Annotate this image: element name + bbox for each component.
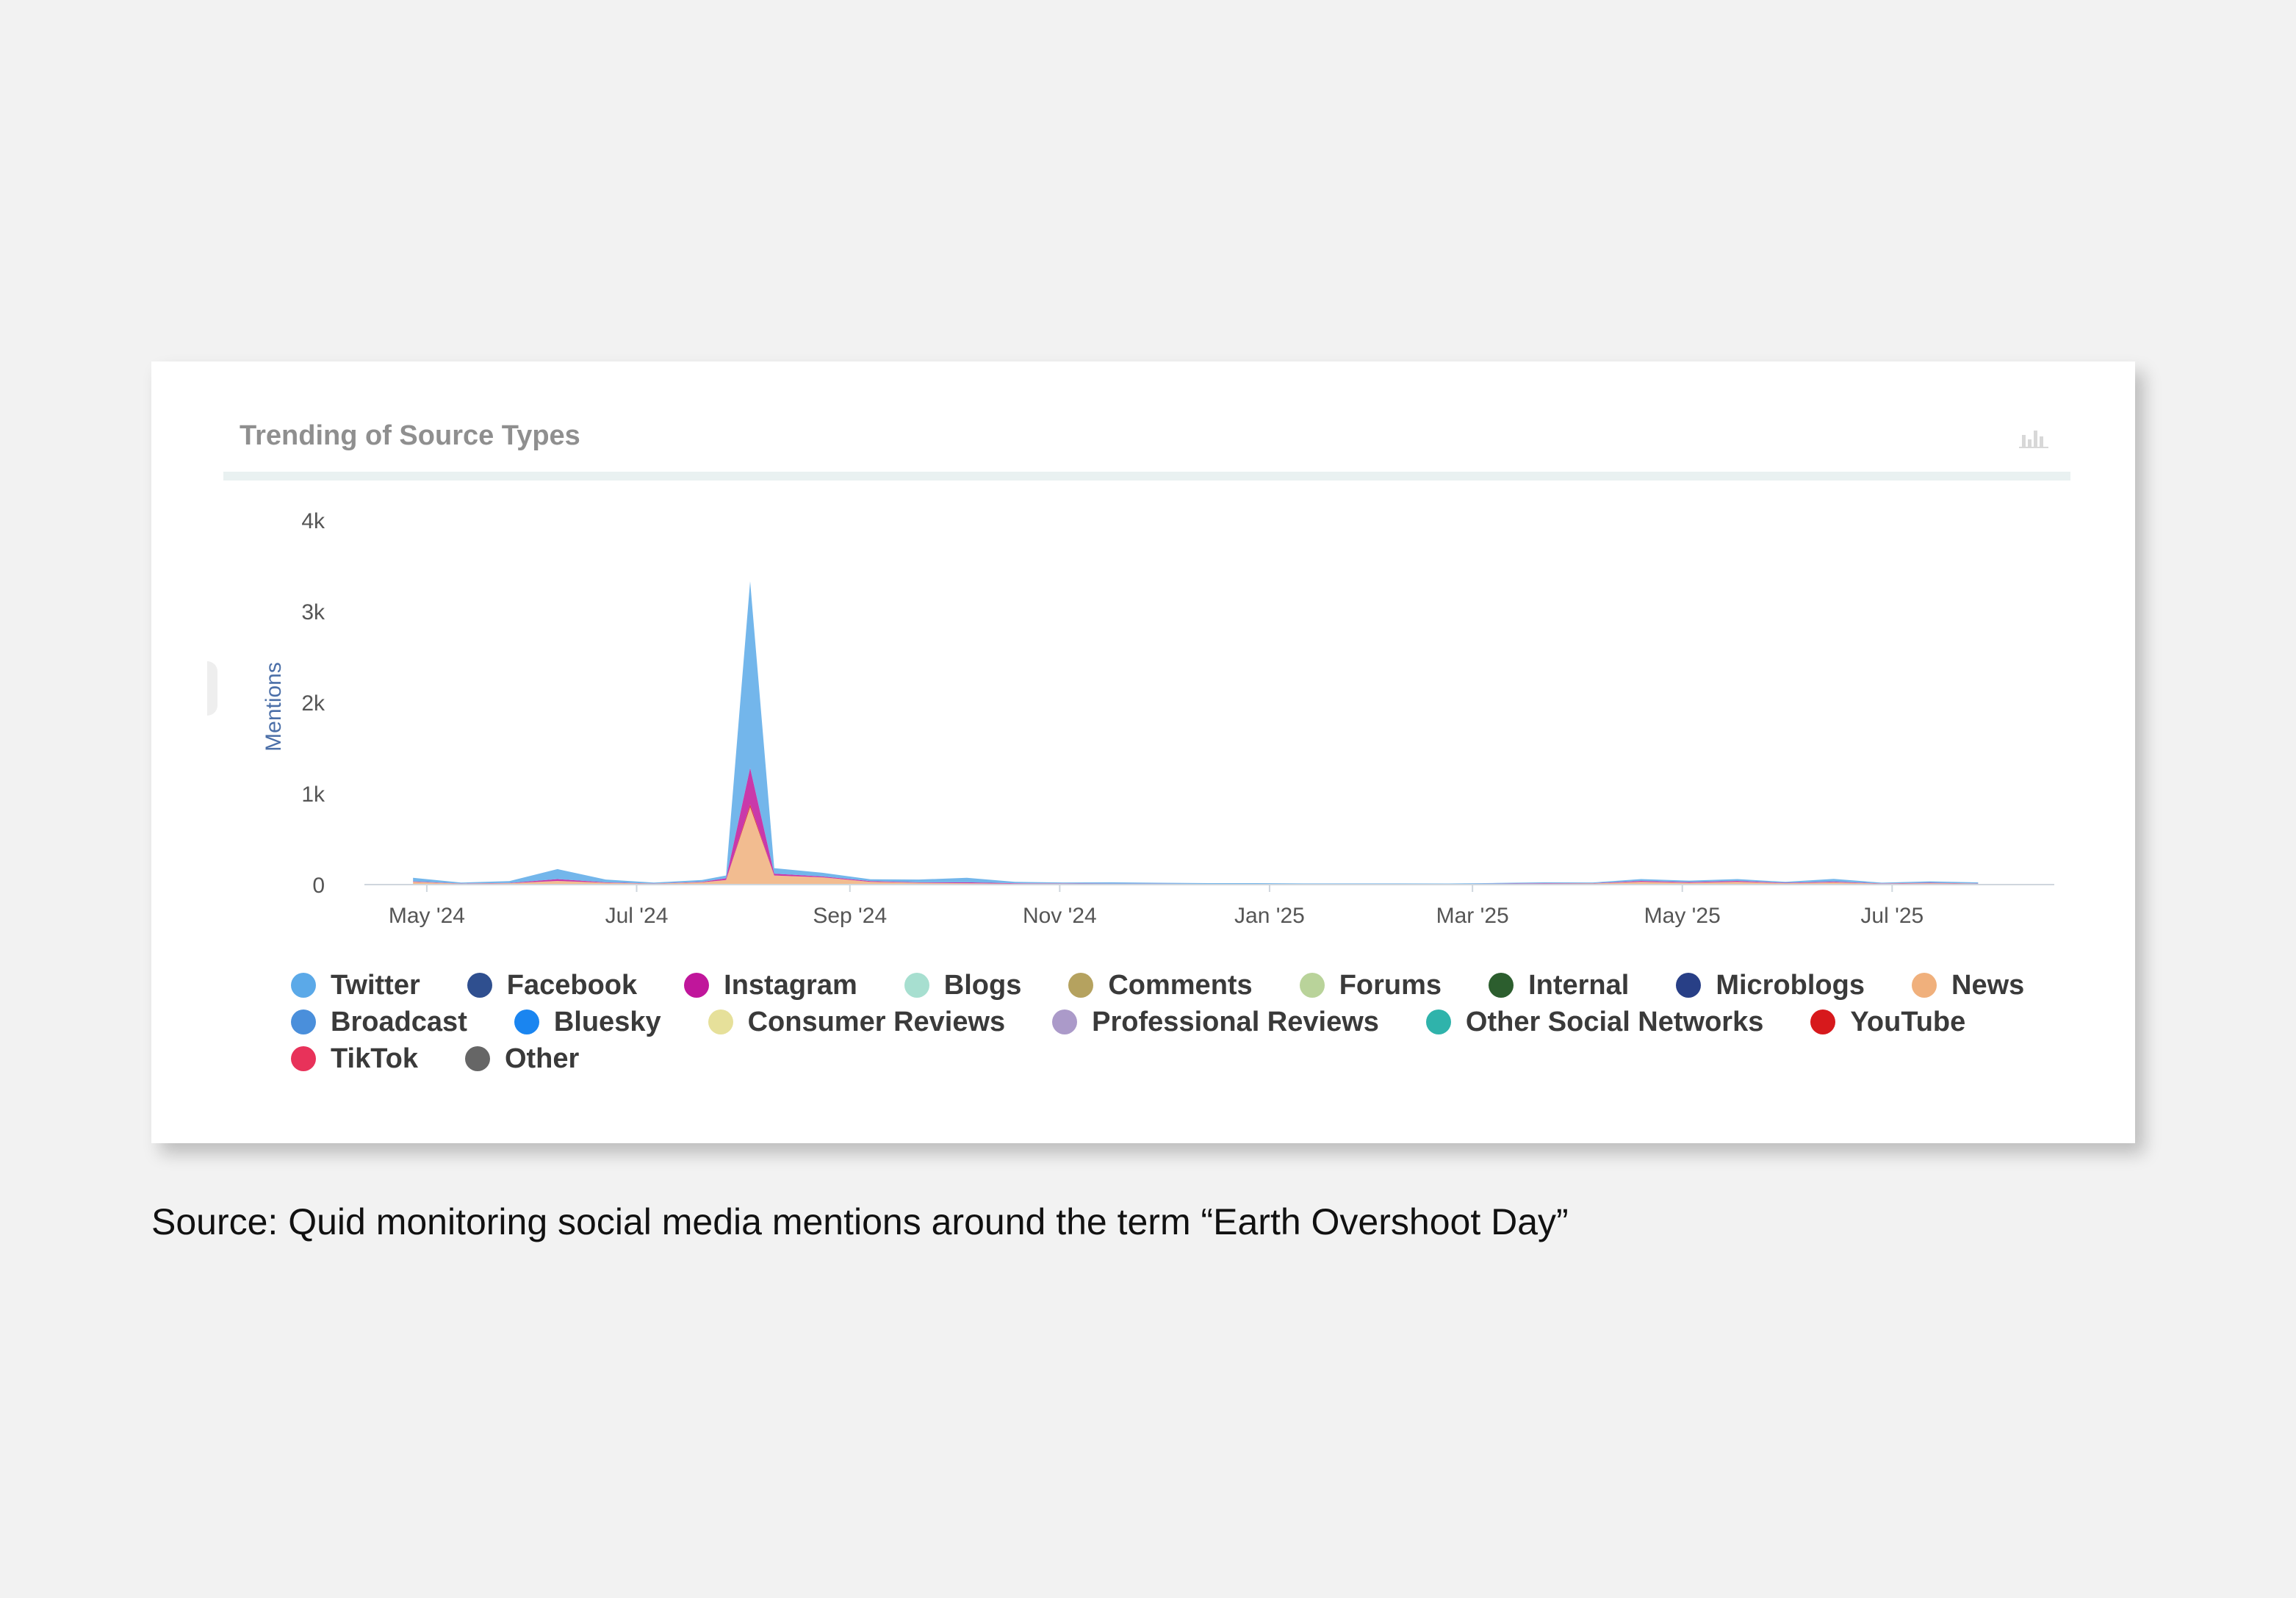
legend-swatch: [1810, 1009, 1836, 1034]
legend-label: Facebook: [506, 969, 638, 1001]
legend-item-instagram[interactable]: Instagram: [684, 969, 857, 1001]
y-tick-label: 1k: [301, 782, 325, 807]
legend-label: Professional Reviews: [1092, 1006, 1379, 1037]
legend-swatch: [1912, 973, 1937, 998]
x-tick-label: Sep '24: [813, 904, 887, 928]
x-tick-label: Mar '25: [1436, 904, 1509, 928]
legend-item-other-social-networks[interactable]: Other Social Networks: [1425, 1006, 1764, 1037]
legend-item-other[interactable]: Other: [464, 1043, 580, 1074]
legend-swatch: [1068, 973, 1094, 998]
legend-swatch: [684, 973, 710, 998]
legend-swatch: [1052, 1009, 1078, 1034]
x-tick-label: May '24: [389, 904, 465, 928]
area-chart: Mentions 0 1k 2k 3k 4k May '24 Jul '24 Sep '24 No…: [262, 509, 2054, 928]
legend-label: Other Social Networks: [1465, 1006, 1764, 1037]
legend-item-news[interactable]: News: [1912, 969, 2025, 1001]
legend-swatch: [1299, 973, 1325, 998]
legend-label: Internal: [1528, 969, 1630, 1001]
bar-chart-icon[interactable]: [2018, 425, 2050, 450]
legend-item-comments[interactable]: Comments: [1068, 969, 1253, 1001]
legend-swatch: [1489, 973, 1514, 998]
legend-item-twitter[interactable]: Twitter: [291, 969, 420, 1001]
y-tick-label: 4k: [301, 509, 325, 533]
legend-swatch: [904, 973, 929, 998]
area-series-instagram[interactable]: [413, 768, 1979, 885]
y-tick-label: 0: [312, 874, 325, 898]
legend-swatch: [291, 1046, 316, 1071]
legend-swatch: [1676, 973, 1702, 998]
x-tick-label: Jan '25: [1234, 904, 1305, 928]
legend-item-forums[interactable]: Forums: [1299, 969, 1442, 1001]
source-caption: Source: Quid monitoring social media men…: [151, 1201, 1569, 1242]
legend-item-bluesky[interactable]: Bluesky: [514, 1006, 661, 1037]
legend-label: Other: [504, 1043, 580, 1074]
chart-title: Trending of Source Types: [240, 420, 580, 451]
legend-swatch: [464, 1046, 490, 1071]
legend-item-internal[interactable]: Internal: [1489, 969, 1630, 1001]
legend-label: Bluesky: [553, 1006, 661, 1037]
legend-label: Forums: [1339, 969, 1442, 1001]
legend-swatch: [708, 1009, 733, 1034]
legend-label: YouTube: [1850, 1006, 1966, 1037]
legend-label: Twitter: [331, 969, 420, 1001]
legend-label: Microblogs: [1716, 969, 1865, 1001]
x-tick-label: Jul '24: [605, 904, 669, 928]
legend-item-professional-reviews[interactable]: Professional Reviews: [1052, 1006, 1379, 1037]
panel-collapse-handle[interactable]: [207, 661, 217, 716]
legend-label: TikTok: [331, 1043, 418, 1074]
area-series-youtube[interactable]: [413, 804, 1979, 885]
x-tick-label: May '25: [1644, 904, 1721, 928]
legend-item-microblogs[interactable]: Microblogs: [1676, 969, 1865, 1001]
y-tick-label: 3k: [301, 600, 325, 625]
legend-item-youtube[interactable]: YouTube: [1810, 1006, 1966, 1037]
x-tick-label: Nov '24: [1023, 904, 1097, 928]
legend-label: Instagram: [724, 969, 857, 1001]
legend-swatch: [514, 1009, 539, 1034]
legend-label: Comments: [1108, 969, 1253, 1001]
legend-swatch: [1425, 1009, 1451, 1034]
legend-label: Consumer Reviews: [747, 1006, 1006, 1037]
legend-swatch: [467, 973, 492, 998]
legend-label: Blogs: [943, 969, 1022, 1001]
legend-item-facebook[interactable]: Facebook: [467, 969, 638, 1001]
legend-label: Broadcast: [331, 1006, 467, 1037]
legend-item-tiktok[interactable]: TikTok: [291, 1043, 418, 1074]
y-axis-label: Mentions: [262, 662, 286, 752]
legend-item-blogs[interactable]: Blogs: [904, 969, 1022, 1001]
legend-item-broadcast[interactable]: Broadcast: [291, 1006, 467, 1037]
legend-swatch: [291, 1009, 316, 1034]
legend-item-consumer-reviews[interactable]: Consumer Reviews: [708, 1006, 1006, 1037]
legend-swatch: [291, 973, 316, 998]
legend-label: News: [1951, 969, 2025, 1001]
title-divider: [223, 472, 2070, 481]
area-series-twitter[interactable]: [413, 581, 1979, 885]
x-tick-label: Jul '25: [1860, 904, 1923, 928]
chart-legend: Twitter Facebook Instagram Blogs Comments For…: [291, 969, 2069, 1074]
area-series-news[interactable]: [413, 807, 1979, 885]
chart-card: Trending of Source Types Mentions 0 1k 2k 3k…: [151, 361, 2135, 1143]
y-tick-label: 2k: [301, 691, 325, 716]
